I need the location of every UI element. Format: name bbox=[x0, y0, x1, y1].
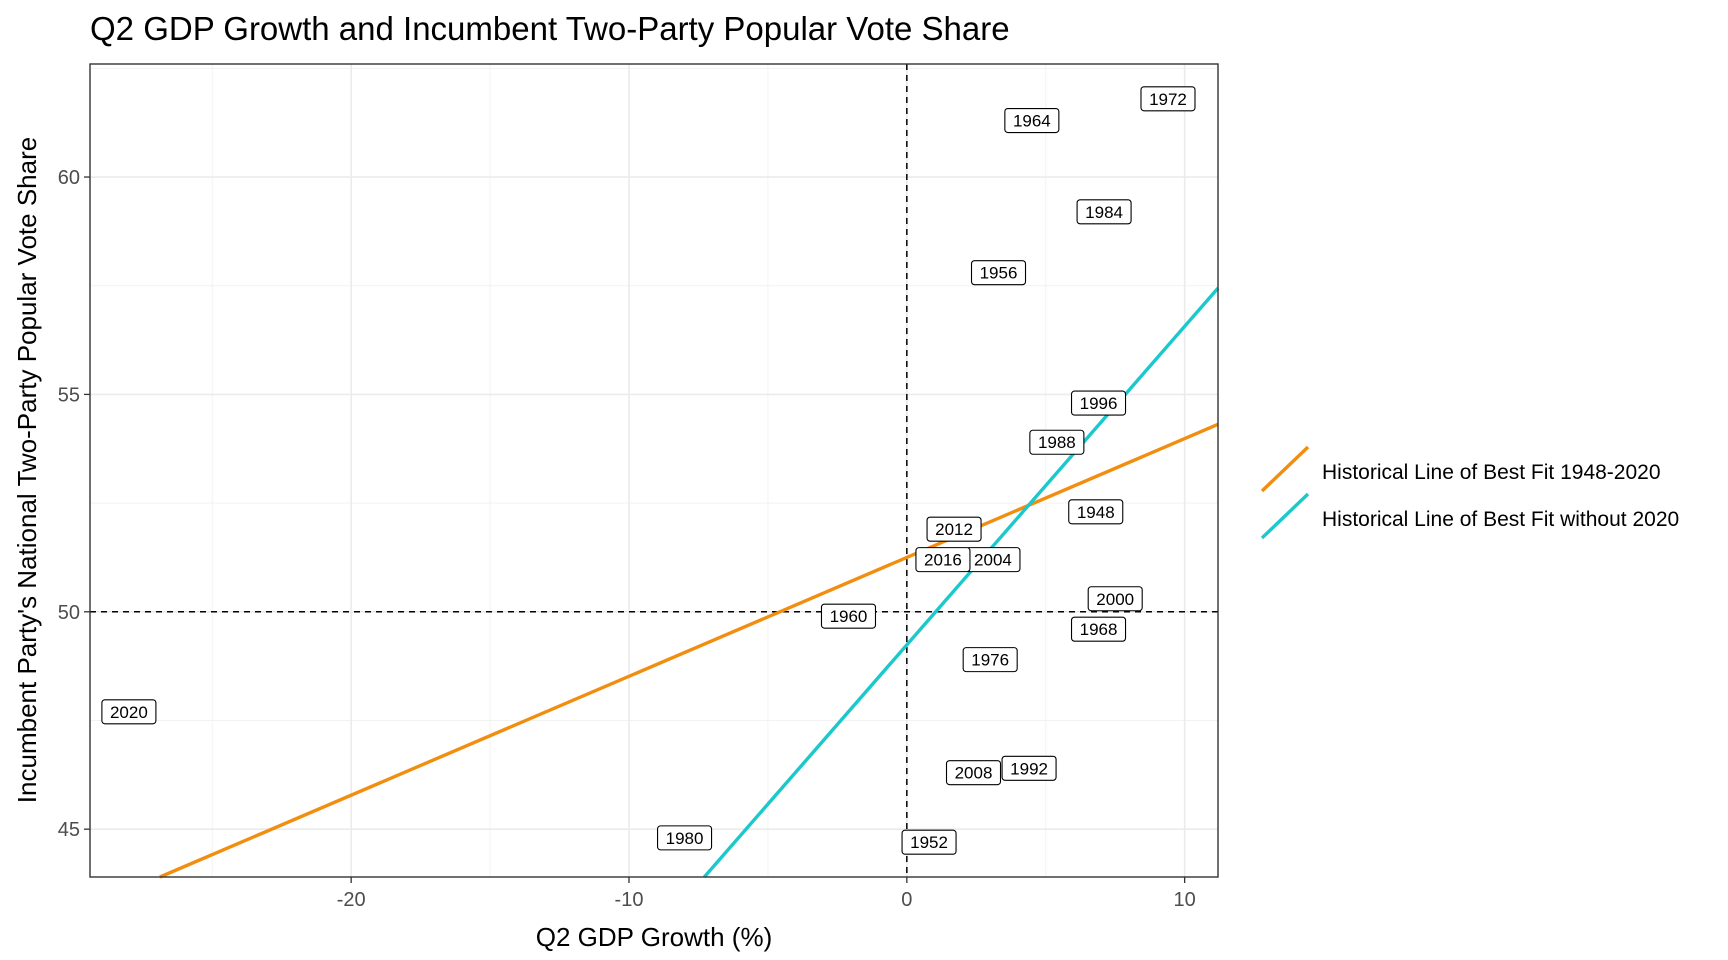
point-label-1964: 1964 bbox=[1004, 107, 1060, 134]
point-label-box bbox=[1087, 586, 1143, 612]
legend-label: Historical Line of Best Fit 1948-2020 bbox=[1322, 461, 1661, 484]
point-label-box bbox=[962, 647, 1018, 673]
reference-lines bbox=[90, 64, 1218, 877]
point-label-text: 1984 bbox=[1085, 203, 1123, 222]
point-label-box bbox=[970, 260, 1027, 286]
point-label-1992: 1992 bbox=[1001, 755, 1057, 781]
point-label-2000: 2000 bbox=[1087, 586, 1143, 612]
point-label-text: 1968 bbox=[1080, 620, 1118, 639]
fit-lines bbox=[159, 286, 1220, 879]
y-tick-label: 50 bbox=[58, 602, 80, 624]
legend: Historical Line of Best Fit 1948-2020 His… bbox=[1260, 445, 1679, 540]
point-label-text: 1948 bbox=[1077, 503, 1115, 522]
point-label-box bbox=[945, 760, 1002, 786]
point-label-1952: 1952 bbox=[901, 829, 957, 855]
point-label-2004: 2004 bbox=[965, 547, 1021, 573]
point-label-1960: 1960 bbox=[820, 603, 877, 629]
fit-line-2 bbox=[703, 286, 1220, 879]
point-label-text: 2016 bbox=[924, 551, 962, 570]
x-axis-ticks: -20 -10 0 10 bbox=[337, 877, 1196, 911]
point-label-text: 2004 bbox=[974, 551, 1012, 570]
point-label-text: 1972 bbox=[1149, 90, 1187, 109]
point-label-box bbox=[1004, 107, 1060, 134]
legend-label: Historical Line of Best Fit without 2020 bbox=[1322, 508, 1679, 531]
point-label-1948: 1948 bbox=[1068, 499, 1124, 525]
point-label-1972: 1972 bbox=[1140, 86, 1196, 112]
point-label-1956: 1956 bbox=[970, 260, 1027, 286]
y-axis-title: Incumbent Party's National Two-Party Pop… bbox=[12, 137, 42, 803]
point-label-box bbox=[820, 603, 877, 629]
y-axis-ticks: 45 50 55 60 bbox=[58, 167, 90, 841]
legend-key-line bbox=[1260, 492, 1310, 540]
y-tick-label: 60 bbox=[58, 167, 80, 189]
point-labels: 1948 1952 1956 1960 1964 1968 1972 1976 1980 1984… bbox=[101, 86, 1196, 855]
point-label-box bbox=[1070, 616, 1127, 642]
point-label-box bbox=[1001, 755, 1057, 781]
point-label-box bbox=[926, 516, 982, 542]
point-label-text: 1980 bbox=[666, 829, 704, 848]
legend-item-2: Historical Line of Best Fit without 2020 bbox=[1260, 492, 1679, 540]
point-label-1988: 1988 bbox=[1029, 429, 1085, 455]
point-label-2020: 2020 bbox=[101, 699, 157, 725]
point-label-1968: 1968 bbox=[1070, 616, 1127, 642]
plot-panel bbox=[90, 64, 1218, 877]
x-tick-label: -10 bbox=[615, 889, 644, 911]
plot-panel-border bbox=[89, 63, 1219, 878]
point-label-text: 2012 bbox=[935, 520, 973, 539]
y-tick-label: 55 bbox=[58, 384, 80, 406]
x-tick-label: -20 bbox=[337, 889, 366, 911]
point-label-text: 1964 bbox=[1013, 112, 1051, 131]
x-tick-label: 10 bbox=[1174, 889, 1196, 911]
point-label-2016: 2016 bbox=[915, 547, 971, 573]
point-label-text: 1976 bbox=[971, 651, 1009, 670]
point-label-1980: 1980 bbox=[657, 825, 713, 851]
x-axis-title: Q2 GDP Growth (%) bbox=[536, 922, 772, 952]
point-label-text: 1992 bbox=[1010, 759, 1048, 778]
point-label-1984: 1984 bbox=[1076, 199, 1132, 225]
point-label-text: 1996 bbox=[1080, 394, 1118, 413]
legend-key-line bbox=[1260, 445, 1310, 493]
point-label-text: 1960 bbox=[830, 607, 868, 626]
point-label-box bbox=[1070, 390, 1127, 416]
point-label-box bbox=[101, 699, 157, 725]
point-label-2012: 2012 bbox=[926, 516, 982, 542]
point-label-box bbox=[1068, 499, 1124, 525]
point-label-text: 1952 bbox=[910, 833, 948, 852]
point-label-box bbox=[1140, 86, 1196, 112]
point-label-text: 2000 bbox=[1096, 590, 1134, 609]
fit-line-1 bbox=[159, 422, 1219, 879]
point-label-box bbox=[1029, 429, 1085, 455]
chart-title: Q2 GDP Growth and Incumbent Two-Party Po… bbox=[90, 10, 1010, 47]
point-label-1996: 1996 bbox=[1070, 390, 1127, 416]
point-label-box bbox=[1076, 199, 1132, 225]
point-label-box bbox=[657, 825, 713, 851]
point-label-text: 2020 bbox=[110, 703, 148, 722]
x-tick-label: 0 bbox=[901, 889, 912, 911]
y-tick-label: 45 bbox=[58, 819, 80, 841]
point-label-1976: 1976 bbox=[962, 647, 1018, 673]
point-label-text: 1988 bbox=[1038, 433, 1076, 452]
point-label-text: 1956 bbox=[980, 264, 1018, 283]
point-label-text: 2008 bbox=[955, 764, 993, 783]
point-label-2008: 2008 bbox=[945, 760, 1002, 786]
point-label-box bbox=[915, 547, 971, 573]
legend-item-1: Historical Line of Best Fit 1948-2020 bbox=[1260, 445, 1661, 493]
point-label-box bbox=[901, 829, 957, 855]
